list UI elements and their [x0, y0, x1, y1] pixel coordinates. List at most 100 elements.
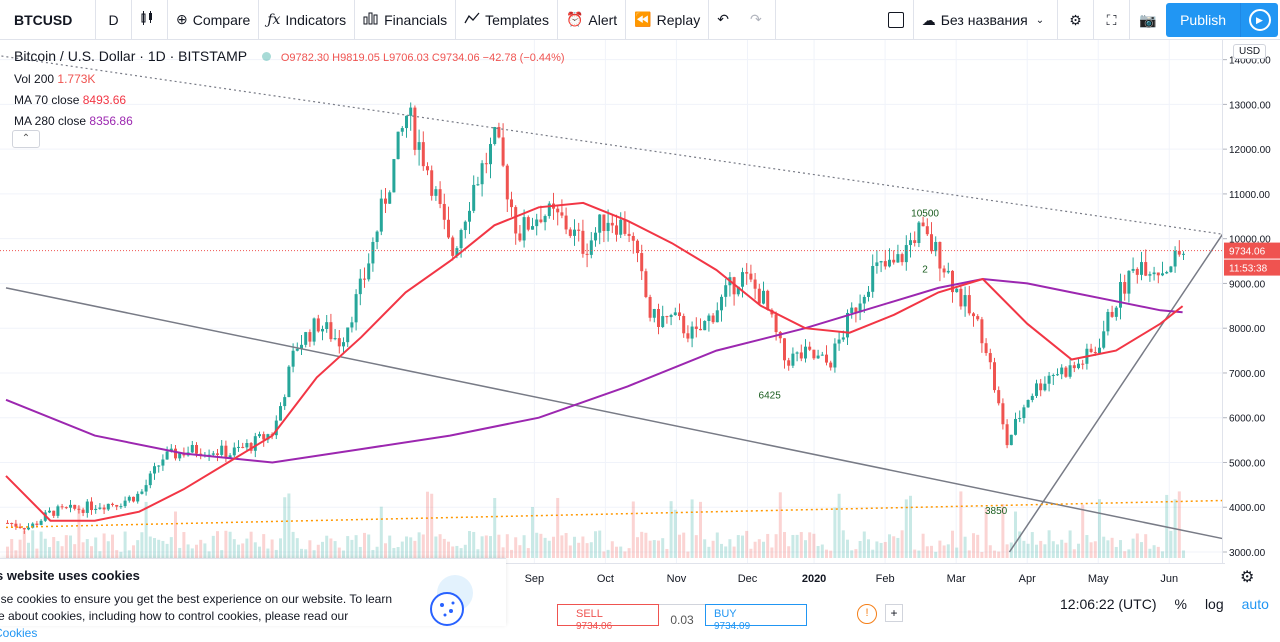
compare-button[interactable]: ⊕ Compare	[168, 0, 260, 40]
candle-body	[148, 473, 152, 486]
cookies-link[interactable]: Cookies	[0, 626, 38, 640]
candle-body	[661, 316, 665, 327]
volume-bar	[795, 534, 799, 558]
candle-body	[505, 165, 509, 200]
candle-body	[216, 453, 219, 455]
volume-bar	[60, 546, 64, 558]
time-axis[interactable]: Sep Oct Nov Dec 2020 Feb Mar Apr May Jun	[0, 563, 1225, 591]
snapshot-button[interactable]: 📷	[1130, 0, 1166, 40]
buy-button[interactable]: BUY 9734.09	[705, 604, 807, 632]
layout-name-button[interactable]: ☁ Без названия ⌄	[912, 0, 1059, 40]
cookie-body: use cookies to ensure you get the best e…	[0, 592, 393, 623]
candle-body	[459, 230, 463, 249]
volume-bar	[615, 546, 618, 558]
candle-body	[703, 321, 707, 331]
redo-button[interactable]: ↷	[742, 0, 776, 40]
candle-body	[396, 131, 400, 160]
volume-bar	[77, 506, 81, 558]
candle-body	[102, 507, 106, 510]
volume-bar	[627, 548, 631, 558]
cookie-title: s website uses cookies	[0, 568, 140, 583]
percent-toggle[interactable]: %	[1174, 596, 1187, 612]
volume-bar	[1169, 530, 1173, 558]
price-tick-label: 8000.00	[1229, 324, 1266, 335]
replay-button[interactable]: ⏪ Replay	[626, 0, 710, 40]
financials-button[interactable]: Financials	[355, 0, 457, 40]
interval-button[interactable]: D	[96, 0, 132, 40]
volume-bar	[426, 491, 429, 558]
candle-body	[405, 115, 408, 129]
publish-button[interactable]: Publish	[1166, 3, 1240, 37]
volume-bar	[358, 546, 362, 558]
candle-body	[568, 229, 572, 236]
multi-layout-button[interactable]	[879, 0, 913, 40]
axis-settings-button[interactable]: ⚙	[1240, 567, 1254, 587]
candle-body	[812, 349, 816, 359]
price-axis[interactable]: 3000.00 4000.00 5000.00 6000.00 7000.00 8000.…	[1222, 40, 1280, 563]
candle-body	[1182, 253, 1185, 255]
candle-body	[484, 163, 488, 165]
log-toggle[interactable]: log	[1204, 596, 1224, 612]
sell-button[interactable]: SELL 9734.06	[557, 604, 659, 632]
volume-bar	[73, 544, 77, 558]
price-tick-label: 10000.00	[1229, 235, 1271, 246]
volume-bar	[1135, 533, 1139, 558]
legend-collapse-button[interactable]: ⌃	[12, 130, 40, 148]
add-order-button[interactable]: +	[885, 604, 903, 622]
volume-bar	[325, 535, 329, 558]
volume-bar	[123, 531, 127, 558]
undo-button[interactable]: ↶	[709, 0, 742, 40]
volume-bar	[442, 538, 446, 558]
volume-bar	[430, 493, 434, 558]
symbol-search[interactable]: BTCUSD	[0, 0, 96, 40]
settings-button[interactable]: ⚙	[1058, 0, 1095, 40]
cookie-text: use cookies to ensure you get the best e…	[0, 591, 394, 642]
candle-body	[1148, 274, 1152, 276]
price-chart-svg[interactable]: 10500 6425 3850 2	[0, 40, 1225, 563]
candle-body	[304, 332, 308, 345]
alert-button[interactable]: ⏰ Alert	[558, 0, 627, 40]
volume-bar	[1030, 532, 1034, 558]
currency-label[interactable]: USD	[1233, 44, 1267, 59]
candle-body	[581, 230, 585, 254]
volume-bar	[829, 550, 833, 558]
fullscreen-button[interactable]: ⛶	[1094, 0, 1131, 40]
auto-toggle[interactable]: auto	[1241, 596, 1269, 612]
trade-info-icon[interactable]: !	[857, 604, 877, 624]
clock[interactable]: 12:06:22 (UTC)	[1060, 596, 1157, 612]
candle-body	[300, 344, 303, 349]
top-toolbar: BTCUSD D ⊕ Compare ƒx Indicators Financi…	[0, 0, 1280, 40]
candle-body	[896, 254, 900, 263]
candle-body	[724, 285, 728, 297]
volume-bar	[1106, 540, 1110, 558]
chart-pane[interactable]: 10500 6425 3850 2	[0, 40, 1225, 563]
volume-bar	[602, 551, 606, 558]
volume-bar	[875, 541, 879, 558]
candle-body	[745, 272, 749, 274]
candle-body	[736, 286, 740, 295]
candle-body	[757, 288, 761, 304]
volume-bar	[1051, 541, 1055, 558]
volume-bar	[144, 501, 148, 558]
candle-body	[157, 465, 161, 467]
indicators-button[interactable]: ƒx Indicators	[259, 0, 356, 40]
templates-button[interactable]: Templates	[456, 0, 558, 40]
candle-body	[669, 315, 673, 318]
candle-body	[850, 307, 854, 313]
candle-body	[619, 219, 623, 235]
volume-bar	[333, 541, 337, 558]
volume-bar	[862, 531, 866, 558]
volume-bar	[640, 531, 644, 558]
publish-video-button[interactable]: ▶	[1240, 3, 1278, 37]
chart-type-button[interactable]	[132, 0, 168, 40]
candle-body	[934, 241, 938, 252]
volume-bar	[136, 540, 140, 558]
volume-bar	[942, 545, 946, 558]
volume-bar	[199, 539, 203, 558]
candle-body	[333, 338, 337, 340]
candle-body	[636, 240, 639, 254]
volume-bar	[577, 542, 581, 558]
alarm-clock-icon: ⏰	[565, 11, 584, 27]
financials-label: Financials	[384, 11, 448, 28]
candle-body	[699, 328, 702, 331]
